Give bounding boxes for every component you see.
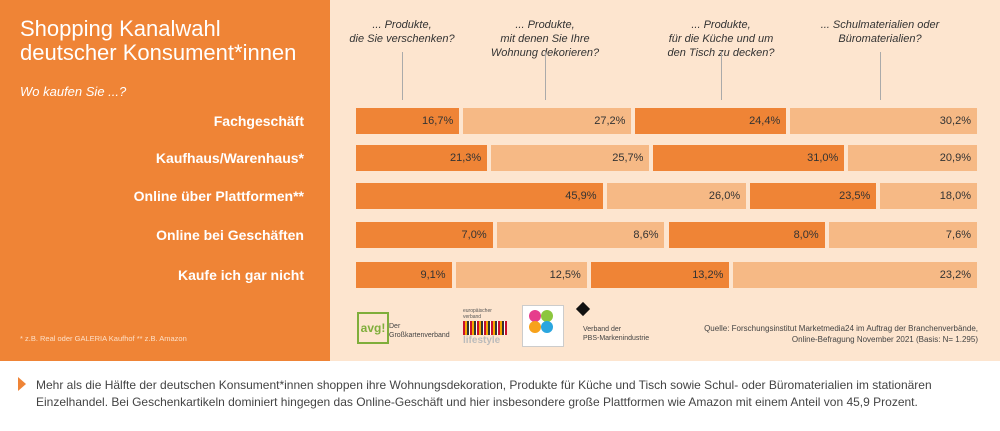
bar-segment: [356, 262, 452, 288]
data-label: 18,0%: [939, 190, 971, 202]
chart-area: [330, 0, 1000, 361]
bar-segment: [496, 222, 665, 248]
column-pointer-line: [545, 52, 546, 100]
bar-segment: [606, 183, 747, 209]
column-pointer-line: [402, 52, 403, 100]
data-label: 23,2%: [939, 269, 971, 281]
bar-segment: [733, 262, 977, 288]
data-label: 13,2%: [692, 269, 724, 281]
data-label: 25,7%: [612, 152, 644, 164]
source-note: Quelle: Forschungsinstitut Marketmedia24…: [704, 324, 978, 344]
data-label: 30,2%: [939, 115, 971, 127]
avg-logo-text: Der Großkartenverband: [389, 323, 450, 339]
data-label: 24,4%: [749, 115, 781, 127]
footnote: * z.B. Real oder GALERIA Kaufhof ** z.B.…: [20, 334, 187, 343]
lifestyle-logo: europäischer verband lifestyle: [463, 308, 507, 346]
bar-segment: [356, 145, 488, 171]
summary-box: Mehr als die Hälfte der deutschen Konsum…: [0, 361, 1000, 431]
column-header: ... Produkte, für die Küche und um den Tis…: [667, 19, 775, 59]
chart-subtitle: Wo kaufen Sie ...?: [20, 84, 127, 99]
bar-segment: [635, 108, 787, 134]
data-label: 16,7%: [422, 115, 454, 127]
bar-segment: [356, 108, 460, 134]
data-label: 8,6%: [633, 229, 659, 241]
data-label: 9,1%: [420, 269, 446, 281]
left-panel: Shopping Kanalwahl deutscher Konsument*i…: [0, 0, 330, 361]
kreativ-logo: [522, 305, 564, 347]
avg-logo: avg!: [357, 312, 389, 344]
bar-segment: [653, 145, 845, 171]
data-label: 21,3%: [449, 152, 482, 164]
bar-segment: [356, 222, 493, 248]
bar-segment: [790, 108, 977, 134]
bar-segment: [880, 183, 977, 209]
data-label: 12,5%: [549, 269, 581, 281]
column-header: ... Produkte, die Sie verschenken?: [349, 19, 455, 45]
data-label: 31,0%: [807, 152, 839, 164]
bar-segment: [750, 183, 877, 209]
bar-segment: [356, 183, 603, 209]
category-label: Kaufhaus/Warenhaus*: [155, 150, 304, 166]
data-label: 7,0%: [461, 229, 487, 241]
bar-segment: [668, 222, 825, 248]
chart-title: Shopping Kanalwahl deutscher Konsument*i…: [20, 16, 297, 65]
bar-segment: [491, 145, 650, 171]
column-pointer-line: [721, 52, 722, 100]
summary-text: Mehr als die Hälfte der deutschen Konsum…: [36, 378, 932, 409]
data-label: 8,0%: [793, 229, 819, 241]
bar-segment: [590, 262, 730, 288]
category-label: Online bei Geschäften: [156, 227, 304, 243]
bar-segment: [828, 222, 977, 248]
data-label: 20,9%: [939, 152, 971, 164]
column-pointer-line: [880, 52, 881, 100]
pbs-logo-text: Verband der PBS-Markenindustrie: [583, 326, 650, 342]
category-label: Fachgeschäft: [213, 113, 304, 129]
data-label: 26,0%: [708, 190, 741, 202]
bar-segment: [463, 108, 632, 134]
category-label: Online über Plattformen**: [133, 188, 304, 204]
category-label: Kaufe ich gar nicht: [177, 267, 304, 283]
column-header: ... Schulmaterialien oder Büromaterialien…: [820, 19, 940, 45]
arrow-icon: [18, 377, 26, 391]
column-header: ... Produkte, mit denen Sie Ihre Wohnung d…: [490, 19, 600, 59]
bar-segment: [455, 262, 587, 288]
data-label: 45,9%: [565, 190, 597, 202]
data-label: 7,6%: [945, 229, 971, 241]
data-label: 27,2%: [594, 115, 626, 127]
bar-segment: [848, 145, 977, 171]
data-label: 23,5%: [839, 190, 871, 202]
